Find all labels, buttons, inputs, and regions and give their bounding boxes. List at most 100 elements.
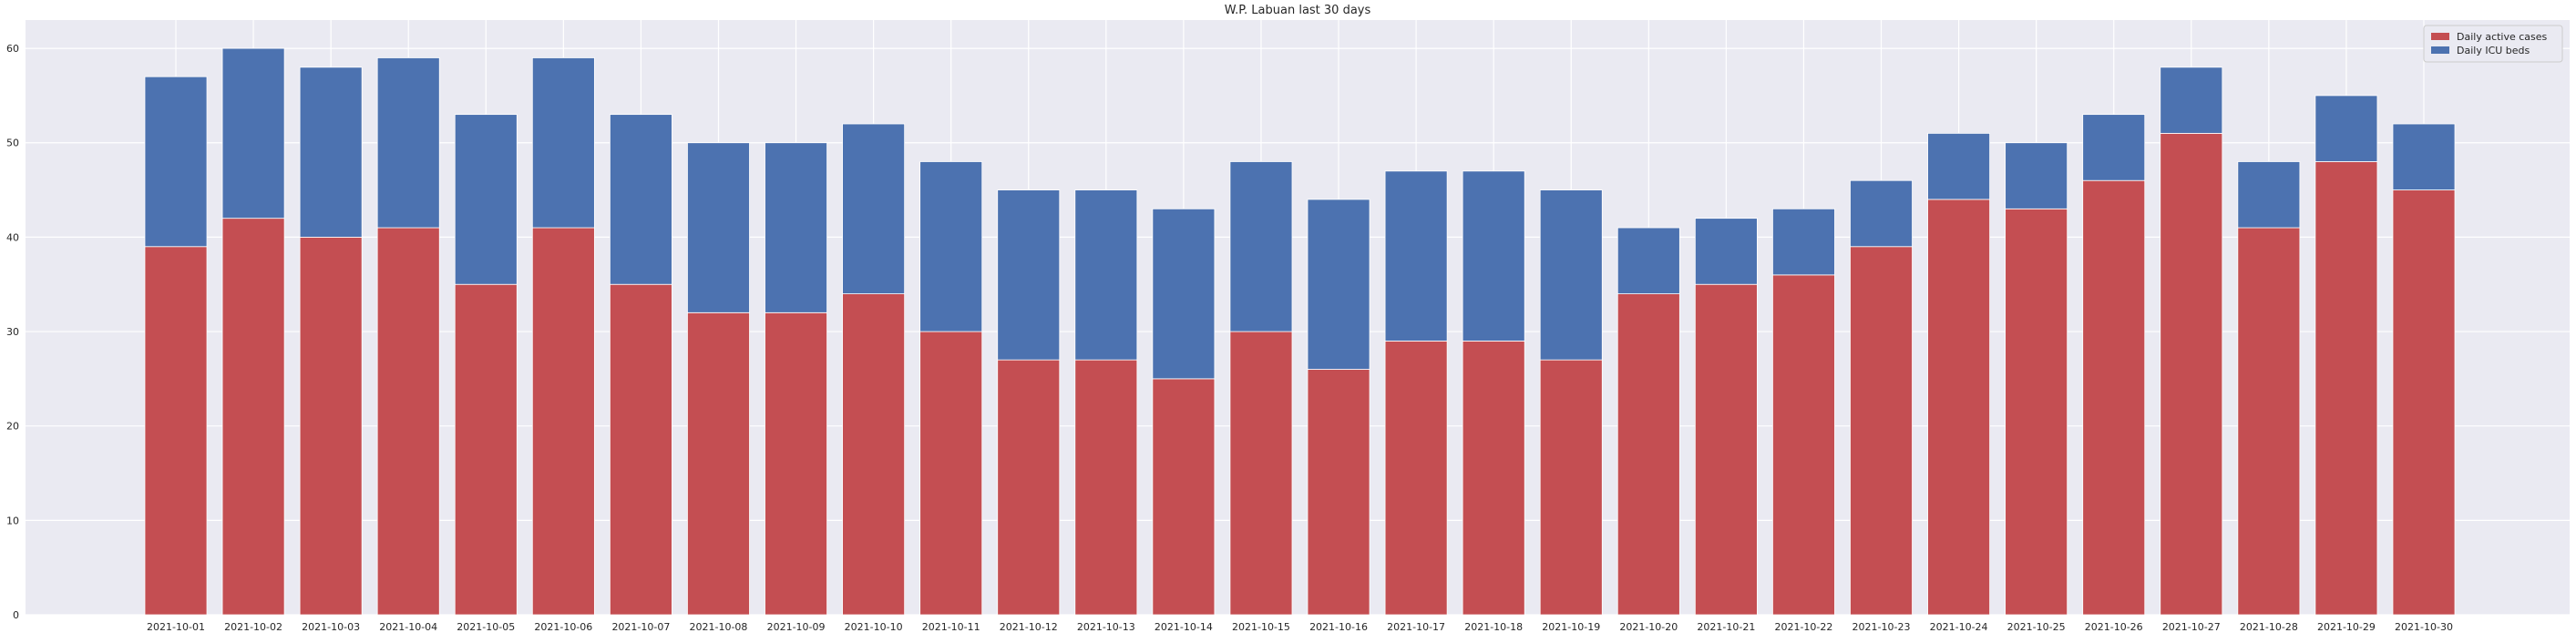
bar-icu-beds [1074,189,1138,361]
y-tick-label: 30 [6,326,19,338]
bar-active-cases [2082,179,2146,616]
bar-active-cases [1539,359,1603,616]
x-tick-label: 2021-10-17 [1387,621,1445,633]
bar-active-cases [919,331,983,616]
bar-active-cases [299,236,363,616]
bar-active-cases [144,246,208,616]
bar-icu-beds [609,114,672,285]
bar-active-cases [765,311,827,616]
bar-active-cases [376,227,440,616]
bar-active-cases [1152,378,1216,616]
x-tick-label: 2021-10-08 [690,621,748,633]
x-tick-label: 2021-10-06 [534,621,592,633]
y-tick-label: 60 [6,43,19,55]
x-tick-label: 2021-10-09 [767,621,826,633]
bar-active-cases [997,359,1061,616]
bar-icu-beds [299,66,363,238]
bar-active-cases [2314,161,2378,616]
bar-icu-beds [2392,123,2456,190]
bar-icu-beds [1462,170,1525,342]
bar-icu-beds [2005,142,2068,209]
x-tick-label: 2021-10-19 [1542,621,1600,633]
x-tick-label: 2021-10-04 [379,621,437,633]
bar-icu-beds [2082,114,2146,181]
x-tick-label: 2021-10-28 [2240,621,2298,633]
legend-swatch [2431,46,2449,54]
x-tick-label: 2021-10-18 [1464,621,1523,633]
bar-active-cases [842,293,906,616]
y-tick-label: 40 [6,231,19,243]
x-tick-label: 2021-10-30 [2395,621,2453,633]
x-tick-label: 2021-10-05 [457,621,515,633]
bar-active-cases [531,227,595,616]
x-tick-label: 2021-10-01 [147,621,205,633]
legend: Daily active cases Daily ICU beds [2423,25,2563,63]
bar-icu-beds [997,189,1061,361]
bar-icu-beds [919,161,983,332]
bar-active-cases [1616,293,1680,616]
bar-active-cases [687,311,750,616]
x-tick-label: 2021-10-23 [1852,621,1911,633]
bar-active-cases [221,218,285,616]
y-tick-label: 50 [6,138,19,149]
bar-icu-beds [2314,95,2378,162]
bar-icu-beds [2237,161,2301,229]
bar-icu-beds [765,142,827,313]
x-tick-label: 2021-10-26 [2085,621,2143,633]
bar-active-cases [454,283,518,616]
plot-area [26,20,2570,615]
bar-icu-beds [1539,189,1603,361]
bar-active-cases [2160,132,2223,616]
x-tick-label: 2021-10-14 [1155,621,1213,633]
x-tick-label: 2021-10-11 [922,621,980,633]
bar-active-cases [1307,369,1370,616]
bar-icu-beds [1152,208,1216,380]
x-tick-label: 2021-10-27 [2162,621,2221,633]
bar-active-cases [2392,189,2456,616]
bar-active-cases [1694,283,1758,616]
bar-icu-beds [144,76,208,248]
bar-icu-beds [1772,208,1835,276]
x-axis: 2021-10-01 2021-10-02 2021-10-03 2021-10-04… [147,621,2453,633]
x-tick-label: 2021-10-07 [611,621,670,633]
legend-label: Daily active cases [2457,31,2548,43]
bar-icu-beds [531,57,595,229]
bar-active-cases [1384,341,1448,616]
bar-icu-beds [1229,161,1293,332]
bar-icu-beds [1307,199,1370,370]
bar-icu-beds [1850,179,1913,248]
bar-icu-beds [687,142,750,313]
bar-icu-beds [1616,227,1680,294]
bar-active-cases [1229,331,1293,616]
bars [144,47,2456,616]
legend-box [2423,25,2563,63]
bar-icu-beds [842,123,906,294]
bar-active-cases [1462,341,1525,616]
x-tick-label: 2021-10-03 [302,621,360,633]
y-tick-label: 20 [6,421,19,433]
chart-title: W.P. Labuan last 30 days [1225,4,1371,17]
bar-icu-beds [376,57,440,229]
bar-icu-beds [454,114,518,285]
x-tick-label: 2021-10-10 [845,621,903,633]
bar-active-cases [2005,208,2068,616]
legend-swatch [2431,33,2449,40]
bar-icu-beds [1384,170,1448,342]
bar-active-cases [1850,246,1913,616]
legend-label: Daily ICU beds [2457,45,2530,56]
x-tick-label: 2021-10-29 [2317,621,2376,633]
y-axis: 0 10 20 30 40 50 60 [6,43,19,621]
bar-active-cases [2237,227,2301,616]
y-tick-label: 10 [6,515,19,526]
bar-active-cases [1074,359,1138,616]
x-tick-label: 2021-10-20 [1619,621,1678,633]
x-tick-label: 2021-10-02 [224,621,282,633]
x-tick-label: 2021-10-21 [1697,621,1755,633]
x-tick-label: 2021-10-25 [2007,621,2066,633]
x-tick-label: 2021-10-12 [1000,621,1058,633]
bar-icu-beds [221,47,285,219]
bar-icu-beds [1694,218,1758,285]
y-tick-label: 0 [13,609,19,621]
